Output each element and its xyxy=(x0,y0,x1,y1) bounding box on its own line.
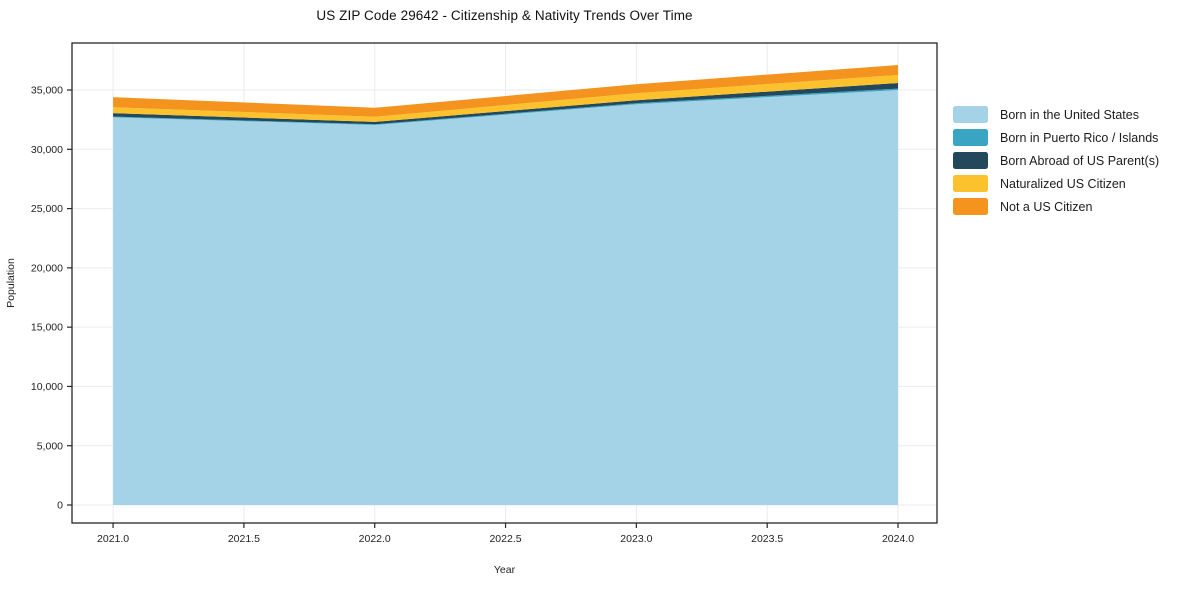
legend-item: Born Abroad of US Parent(s) xyxy=(953,152,1159,169)
area-series-0 xyxy=(113,90,899,506)
y-tick-label: 15,000 xyxy=(31,322,63,334)
x-tick-label: 2021.5 xyxy=(228,533,260,545)
legend-swatch-not-citizen xyxy=(953,198,988,215)
y-tick-label: 35,000 xyxy=(31,85,63,97)
y-axis-label: Population xyxy=(5,258,17,308)
x-tick-label: 2022.5 xyxy=(489,533,521,545)
legend-label: Born Abroad of US Parent(s) xyxy=(1000,153,1160,168)
chart-title: US ZIP Code 29642 - Citizenship & Nativi… xyxy=(316,8,693,23)
legend-item: Naturalized US Citizen xyxy=(953,175,1159,192)
x-tick-label: 2021.0 xyxy=(97,533,129,545)
x-tick-label: 2022.0 xyxy=(359,533,391,545)
y-tick-label: 25,000 xyxy=(31,203,63,215)
x-tick-label: 2023.5 xyxy=(751,533,783,545)
legend-label: Born in the United States xyxy=(1000,107,1139,122)
legend-label: Born in Puerto Rico / Islands xyxy=(1000,130,1159,145)
x-tick-label: 2023.0 xyxy=(620,533,652,545)
y-tick-label: 10,000 xyxy=(31,381,63,393)
x-tick-label: 2024.0 xyxy=(882,533,914,545)
y-tick-label: 30,000 xyxy=(31,144,63,156)
legend-swatch-born-abroad xyxy=(953,152,988,169)
legend: Born in the United States Born in Puerto… xyxy=(953,106,1159,221)
x-axis-label: Year xyxy=(493,564,516,576)
y-tick-label: 20,000 xyxy=(31,262,63,274)
y-tick-label: 0 xyxy=(57,500,63,512)
legend-item: Born in the United States xyxy=(953,106,1159,123)
plot-frame xyxy=(71,42,938,524)
legend-label: Not a US Citizen xyxy=(1000,199,1093,214)
legend-label: Naturalized US Citizen xyxy=(1000,176,1126,191)
legend-item: Born in Puerto Rico / Islands xyxy=(953,129,1159,146)
legend-swatch-naturalized xyxy=(953,175,988,192)
legend-swatch-puerto-rico xyxy=(953,129,988,146)
y-tick-label: 5,000 xyxy=(37,440,63,452)
legend-swatch-born-us xyxy=(953,106,988,123)
legend-item: Not a US Citizen xyxy=(953,198,1159,215)
